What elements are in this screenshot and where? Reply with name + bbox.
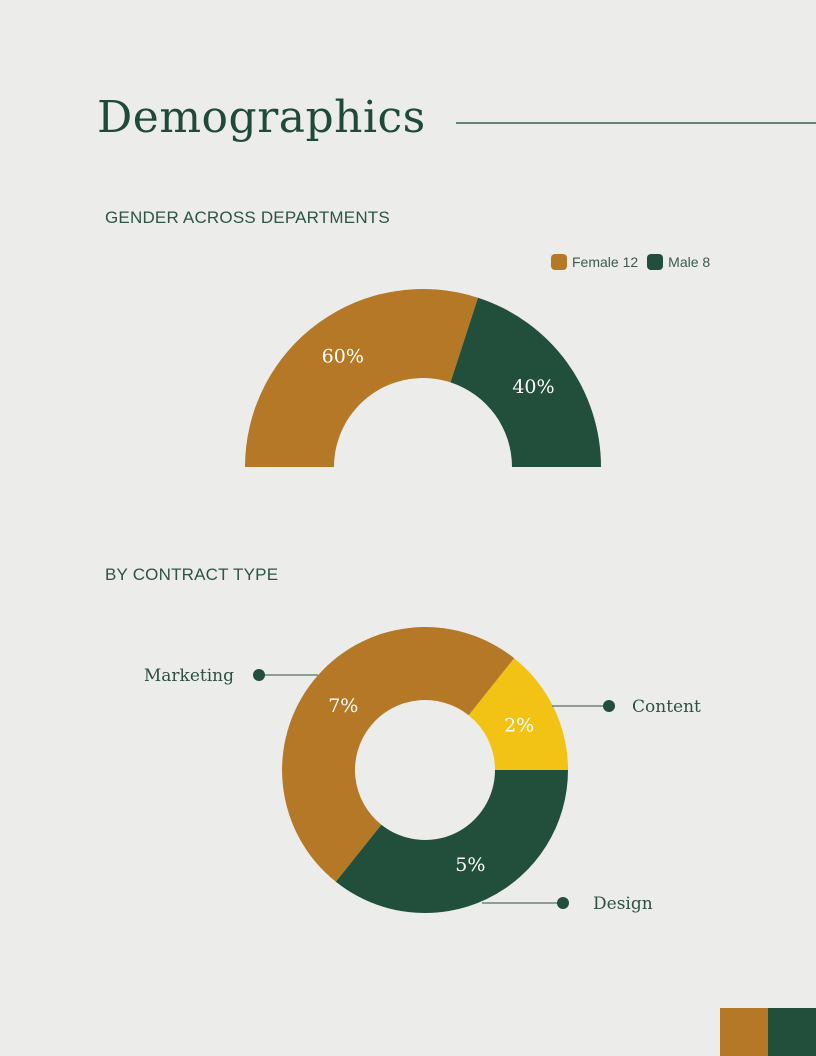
contract-slice-label-marketing: 7%	[328, 695, 358, 717]
contract-slice-label-content: 2%	[504, 715, 534, 737]
legend-swatch-female	[551, 254, 567, 270]
legend-item-male: Male 8	[647, 254, 710, 270]
contract-chart-title: BY CONTRACT TYPE	[105, 565, 279, 584]
callout-label-marketing: Marketing	[144, 666, 234, 686]
title-rule	[456, 122, 816, 124]
contract-slice-design	[335, 770, 568, 913]
callout-dot-content	[603, 700, 615, 712]
contract-slice-marketing	[282, 627, 515, 882]
gender-slice-female	[245, 288, 479, 467]
callout-dot-design	[557, 897, 569, 909]
gender-legend: Female 12 Male 8	[551, 254, 719, 270]
legend-label-male: Male 8	[668, 254, 711, 270]
corner-block-orange	[720, 1008, 768, 1056]
legend-label-female: Female 12	[572, 254, 639, 270]
callout-label-design: Design	[593, 894, 653, 914]
page-title: Demographics	[97, 92, 426, 143]
gender-slice-label-female: 60%	[322, 346, 364, 368]
callout-dot-marketing	[253, 669, 265, 681]
callout-label-content: Content	[632, 697, 701, 717]
gender-slice-label-male: 40%	[512, 376, 554, 398]
contract-slice-label-design: 5%	[455, 854, 485, 876]
gender-chart-title: GENDER ACROSS DEPARTMENTS	[105, 208, 390, 227]
legend-item-female: Female 12	[551, 254, 638, 270]
contract-slice-content	[468, 658, 568, 770]
legend-swatch-male	[647, 254, 664, 270]
corner-block-green	[768, 1008, 816, 1056]
gender-slice-male	[450, 297, 601, 467]
